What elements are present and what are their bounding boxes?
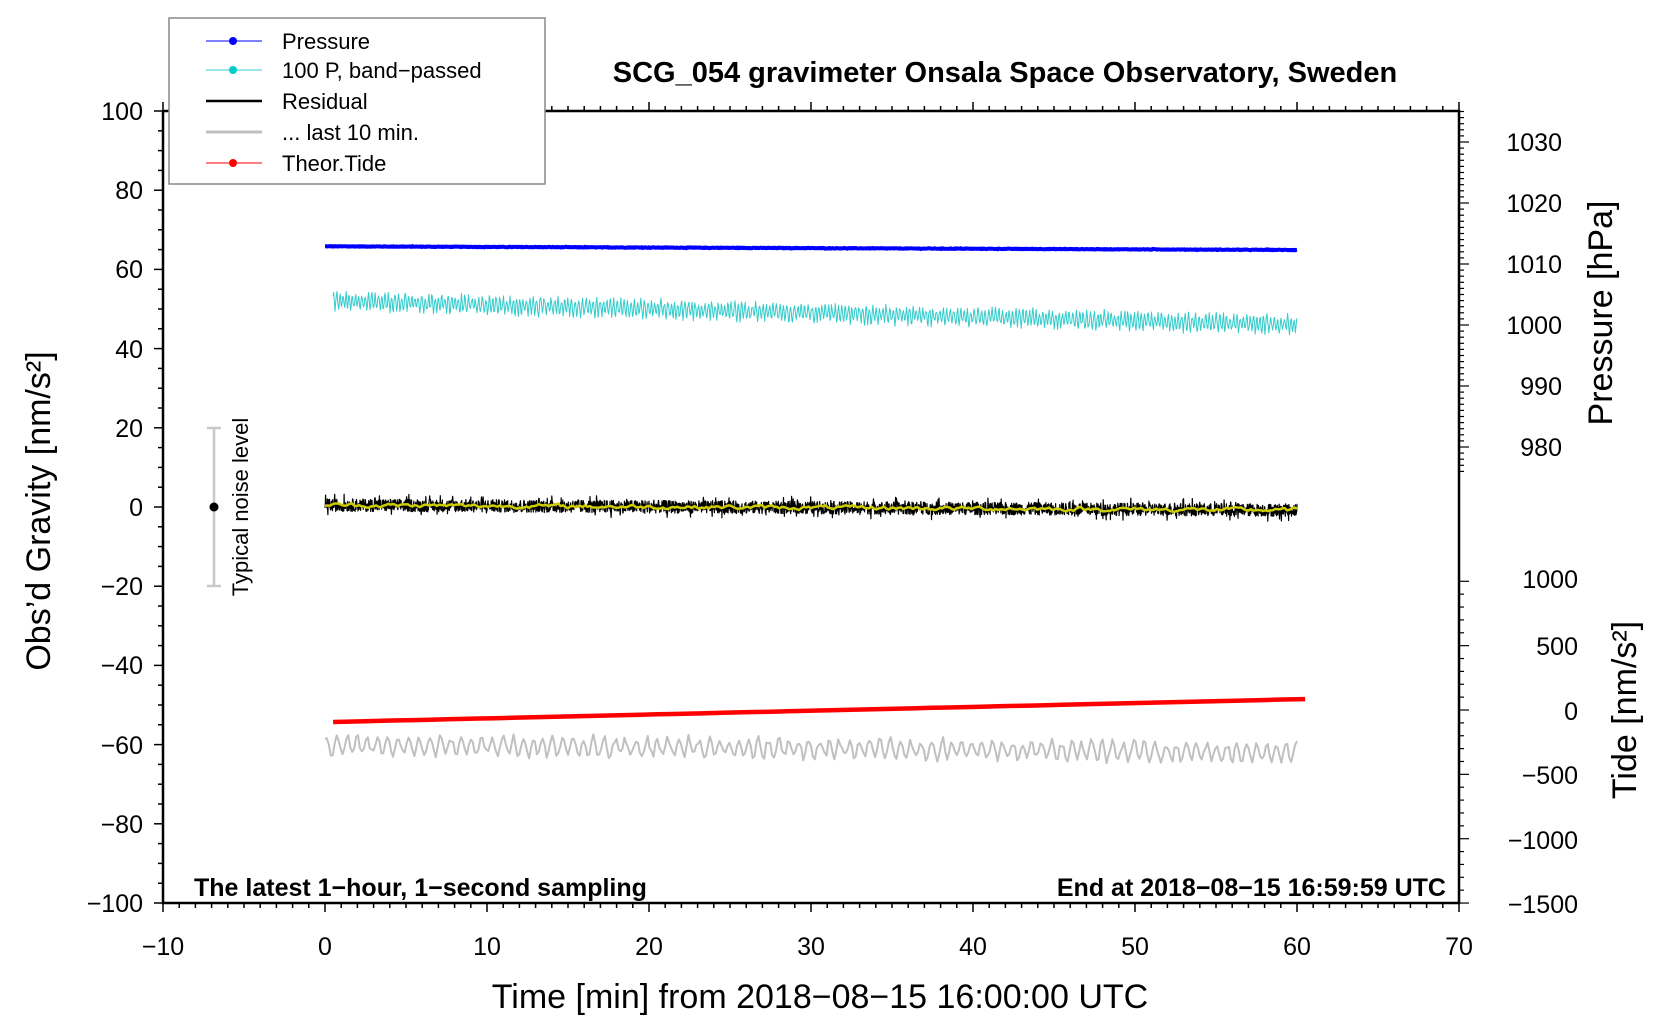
legend-label: 100 P, band−passed xyxy=(282,58,482,83)
y-tick-label: −20 xyxy=(101,573,143,601)
series-line-last-10-min xyxy=(324,733,1298,765)
y-tick-label: 100 xyxy=(101,98,143,126)
noise-center-dot xyxy=(209,502,219,512)
x-tick-labels: −10 0 10 20 30 40 50 60 70 xyxy=(142,933,1473,961)
tide-tick-label: −500 xyxy=(1522,762,1578,790)
pressure-tick-label: 1020 xyxy=(1506,190,1562,218)
pressure-tick-label: 980 xyxy=(1520,434,1562,462)
tide-tick-label: −1000 xyxy=(1508,827,1578,855)
legend-item-pressure: Pressure xyxy=(206,29,370,54)
series-line-theor-tide xyxy=(333,696,1306,725)
legend-marker xyxy=(229,37,237,45)
y-axis-title: Obs’d Gravity [nm/s²] xyxy=(20,351,58,670)
x-tick-label: 20 xyxy=(635,933,663,961)
legend-label: ... last 10 min. xyxy=(282,120,419,145)
x-tick-label: 70 xyxy=(1445,933,1473,961)
series-group xyxy=(323,244,1306,765)
x-tick-label: 10 xyxy=(473,933,501,961)
y-tick-label: 60 xyxy=(115,256,143,284)
legend-marker xyxy=(229,159,237,167)
pressure-tick-label: 1030 xyxy=(1506,129,1562,157)
series-line-residual-smoothed xyxy=(324,502,1298,513)
legend-marker xyxy=(229,66,237,74)
noise-level-indicator: Typical noise level xyxy=(207,418,253,597)
end-time-annotation: End at 2018−08−15 16:59:59 UTC xyxy=(1057,874,1446,902)
pressure-tick-label: 1010 xyxy=(1506,251,1562,279)
tide-tick-label: 1000 xyxy=(1522,566,1578,594)
y-tick-label: 20 xyxy=(115,415,143,443)
legend-label: Residual xyxy=(282,89,368,114)
tide-tick-labels: 1000 500 0 −500 −1000 −1500 xyxy=(1508,566,1578,919)
y-tick-label: 0 xyxy=(129,494,143,522)
x-axis-title: Time [min] from 2018−08−15 16:00:00 UTC xyxy=(492,978,1148,1016)
y-tick-label: −100 xyxy=(87,890,143,918)
plot-frame xyxy=(161,109,1461,905)
pressure-tick-label: 990 xyxy=(1520,373,1562,401)
sampling-annotation: The latest 1−hour, 1−second sampling xyxy=(194,874,647,902)
noise-label: Typical noise level xyxy=(228,418,253,597)
x-tick-label: −10 xyxy=(142,933,184,961)
legend-item-band-passed: 100 P, band−passed xyxy=(206,58,482,83)
x-tick-label: 30 xyxy=(797,933,825,961)
pressure-tick-label: 1000 xyxy=(1506,312,1562,340)
pressure-tick-labels: 1030 1020 1010 1000 990 980 xyxy=(1506,129,1562,462)
legend-item-theor-tide: Theor.Tide xyxy=(206,151,386,176)
y-tick-labels: 100 80 60 40 20 0 −20 −40 −60 −80 −100 xyxy=(87,98,143,918)
tide-axis-title: Tide [nm/s²] xyxy=(1606,621,1644,799)
legend-item-last-10-min: ... last 10 min. xyxy=(206,120,419,145)
legend-label: Pressure xyxy=(282,29,370,54)
tide-tick-label: −1500 xyxy=(1508,891,1578,919)
y-tick-label: −60 xyxy=(101,732,143,760)
y-tick-label: −80 xyxy=(101,811,143,839)
pressure-axis-title: Pressure [hPa] xyxy=(1582,201,1620,426)
legend-item-residual: Residual xyxy=(206,89,368,114)
x-tick-label: 60 xyxy=(1283,933,1311,961)
chart-title: SCG_054 gravimeter Onsala Space Observat… xyxy=(613,57,1397,89)
series-line-100-p-band-passed xyxy=(332,290,1298,336)
x-tick-label: 0 xyxy=(318,933,332,961)
legend-label: Theor.Tide xyxy=(282,151,386,176)
y-tick-label: 40 xyxy=(115,336,143,364)
x-tick-label: 40 xyxy=(959,933,987,961)
y-tick-label: 80 xyxy=(115,177,143,205)
tide-tick-label: 500 xyxy=(1536,633,1578,661)
legend: Pressure 100 P, band−passed Residual ...… xyxy=(168,17,546,185)
tide-tick-label: 0 xyxy=(1564,698,1578,726)
x-tick-label: 50 xyxy=(1121,933,1149,961)
y-tick-label: −40 xyxy=(101,652,143,680)
series-line-pressure xyxy=(323,244,1299,253)
